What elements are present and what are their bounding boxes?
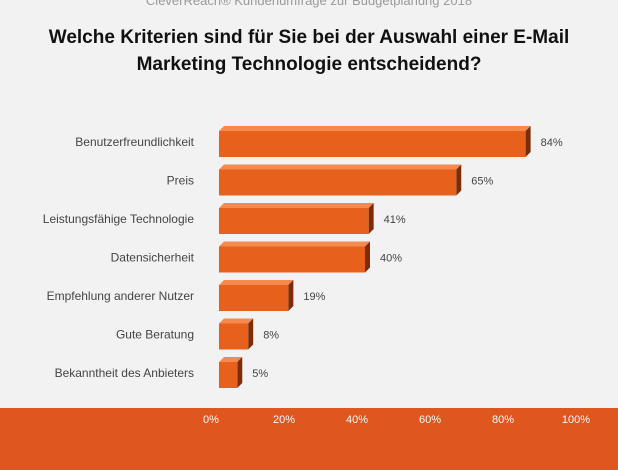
value-label: 8% — [263, 330, 279, 342]
source-caption: CleverReach® Kundenumfrage zur Budgetpla… — [145, 0, 473, 8]
category-label: Bekanntheit des Anbieters — [55, 366, 194, 380]
value-label: 84% — [541, 137, 563, 149]
chart-title: Welche Kriterien sind für Sie bei der Au… — [0, 24, 618, 78]
bar — [219, 208, 369, 234]
bar-side-face — [288, 280, 294, 311]
category-label: Datensicherheit — [111, 251, 195, 265]
x-tick-label: 40% — [346, 414, 368, 426]
bar-top-face — [219, 241, 370, 247]
x-tick-label: 0% — [203, 414, 219, 426]
chart-title-line-2: Marketing Technologie entscheidend? — [136, 54, 482, 75]
value-label: 19% — [303, 291, 325, 303]
category-label: Empfehlung anderer Nutzer — [47, 289, 194, 303]
bar-top-face — [219, 280, 294, 285]
value-label: 41% — [384, 214, 406, 226]
category-label: Benutzerfreundlichkeit — [75, 135, 194, 149]
value-label: 40% — [380, 253, 402, 265]
bar-side-face — [525, 126, 531, 157]
category-label: Preis — [167, 174, 194, 188]
category-label: Leistungsfähige Technologie — [43, 212, 195, 226]
bar-top-face — [219, 357, 243, 362]
bar — [219, 246, 365, 273]
bar-top-face — [219, 126, 531, 131]
bar-side-face — [248, 318, 254, 350]
bar — [219, 285, 289, 311]
x-tick-label: 60% — [419, 414, 441, 426]
chart-title-line-1: Welche Kriterien sind für Sie bei der Au… — [48, 27, 570, 48]
bar-top-face — [219, 203, 374, 208]
category-label: Gute Beratung — [116, 328, 194, 342]
axis-band — [0, 408, 618, 470]
bar-top-face — [219, 318, 254, 324]
bar-side-face — [368, 203, 374, 234]
bar-side-face — [365, 241, 370, 273]
x-tick-label: 100% — [562, 414, 590, 426]
bar — [219, 131, 526, 157]
value-label: 65% — [471, 176, 493, 188]
x-tick-label: 20% — [273, 414, 295, 426]
bar — [219, 362, 238, 388]
value-label: 5% — [252, 368, 268, 380]
bar — [219, 323, 249, 350]
bar-top-face — [219, 164, 462, 170]
x-tick-label: 80% — [492, 414, 514, 426]
bar-side-face — [237, 357, 243, 388]
bar — [219, 169, 457, 196]
bar-side-face — [456, 164, 462, 196]
